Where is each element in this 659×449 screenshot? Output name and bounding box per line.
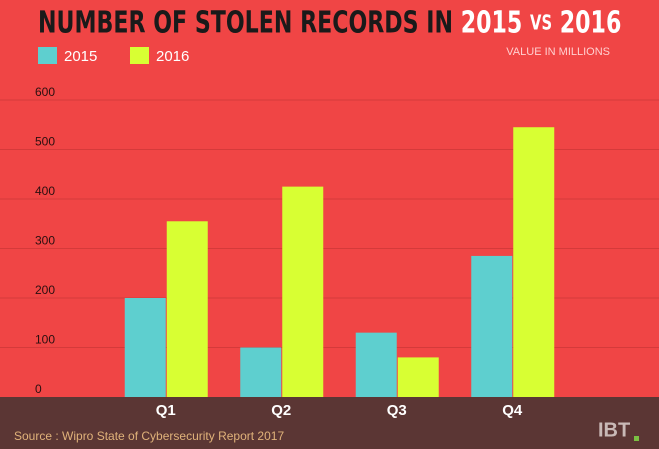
title-text: NUMBER OF STOLEN RECORDS IN xyxy=(38,6,453,40)
bar xyxy=(513,127,555,397)
subtitle: VALUE IN MILLIONS xyxy=(506,46,610,58)
bar xyxy=(355,332,397,397)
y-tick-label: 400 xyxy=(35,184,55,198)
x-tick-label: Q1 xyxy=(156,402,176,419)
title-vs: VS xyxy=(530,12,552,35)
logo-dot xyxy=(634,436,639,441)
legend-label: 2015 xyxy=(64,48,97,65)
legend-label: 2016 xyxy=(156,48,189,65)
y-tick-label: 0 xyxy=(35,382,42,396)
title-year: 2016 xyxy=(560,6,622,40)
bar xyxy=(397,357,439,397)
title-year: 2015 xyxy=(461,6,523,40)
y-tick-label: 200 xyxy=(35,283,55,297)
bar xyxy=(240,347,282,397)
legend-swatch xyxy=(38,47,57,64)
y-tick-label: 600 xyxy=(35,85,55,99)
legend-swatch xyxy=(130,47,149,64)
source: Source : Wipro State of Cybersecurity Re… xyxy=(14,429,284,443)
bar xyxy=(282,186,324,397)
bar xyxy=(124,298,166,397)
bar xyxy=(471,255,513,397)
x-tick-label: Q4 xyxy=(502,402,523,419)
x-tick-label: Q3 xyxy=(387,402,407,419)
x-tick-label: Q2 xyxy=(271,402,291,419)
footer-band xyxy=(0,397,659,449)
chart-title: NUMBER OF STOLEN RECORDS IN 2015 VS 2016 xyxy=(38,6,621,40)
y-tick-label: 300 xyxy=(35,234,55,248)
y-tick-label: 100 xyxy=(35,333,55,347)
logo: IBT xyxy=(598,419,630,441)
y-tick-label: 500 xyxy=(35,135,55,149)
bar xyxy=(166,221,208,397)
